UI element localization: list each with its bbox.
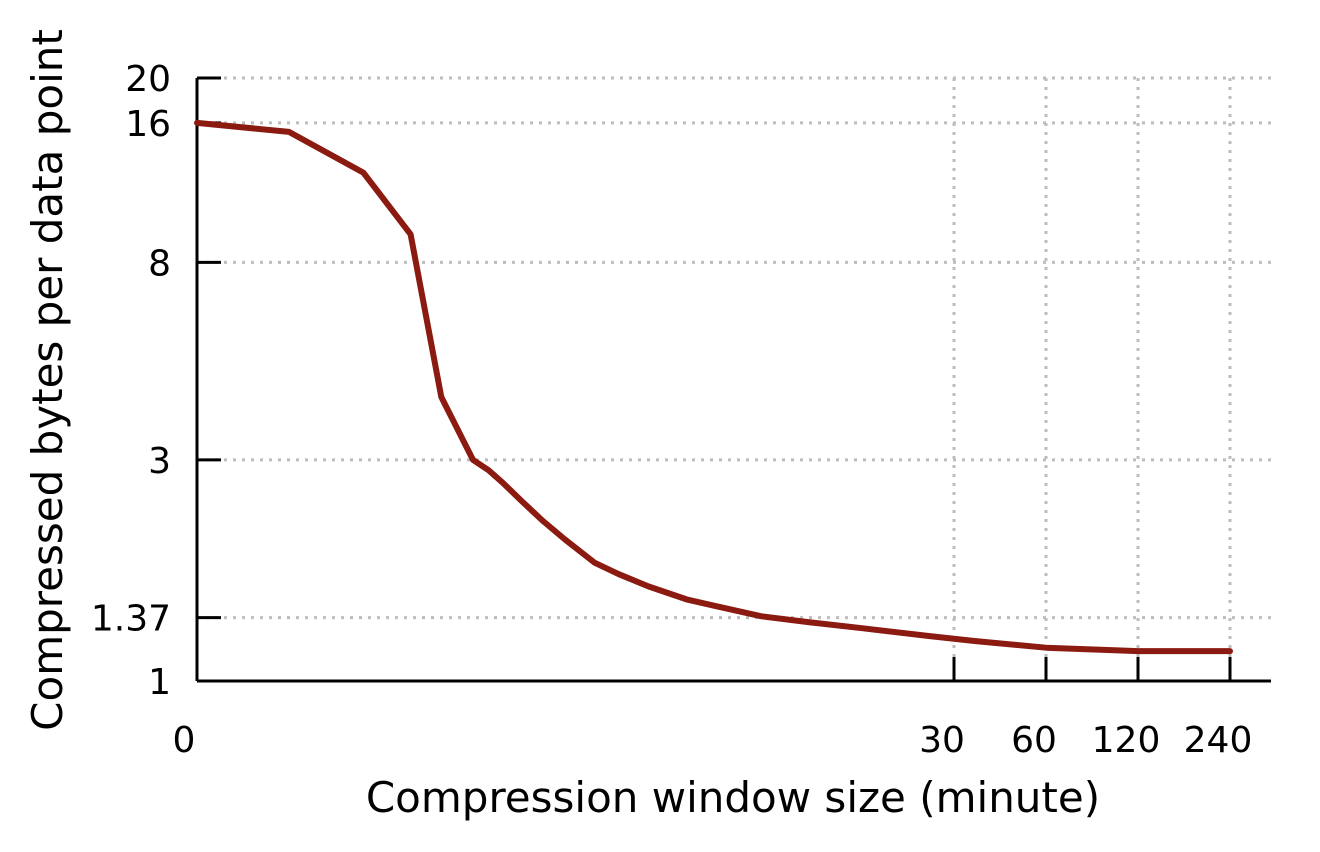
x-tick-label: 240 xyxy=(1184,720,1253,761)
y-tick-label: 3 xyxy=(148,441,171,482)
x-tick-label: 0 xyxy=(173,720,196,761)
x-tick-label: 120 xyxy=(1092,720,1161,761)
y-axis-title: Compressed bytes per data point xyxy=(23,29,72,731)
x-axis-title: Compression window size (minute) xyxy=(366,773,1100,822)
series-lines xyxy=(194,119,1233,655)
x-tick-label: 60 xyxy=(1011,720,1057,761)
axes xyxy=(195,78,1271,683)
y-tick-label: 20 xyxy=(125,59,171,100)
series-line xyxy=(194,119,1233,655)
y-tick-label: 8 xyxy=(148,243,171,284)
y-tick-label: 1.37 xyxy=(91,599,171,640)
x-tick-label: 30 xyxy=(919,720,965,761)
y-tick-label: 1 xyxy=(148,662,171,703)
y-tick-label: 16 xyxy=(125,104,171,145)
grid-lines xyxy=(197,76,1271,681)
